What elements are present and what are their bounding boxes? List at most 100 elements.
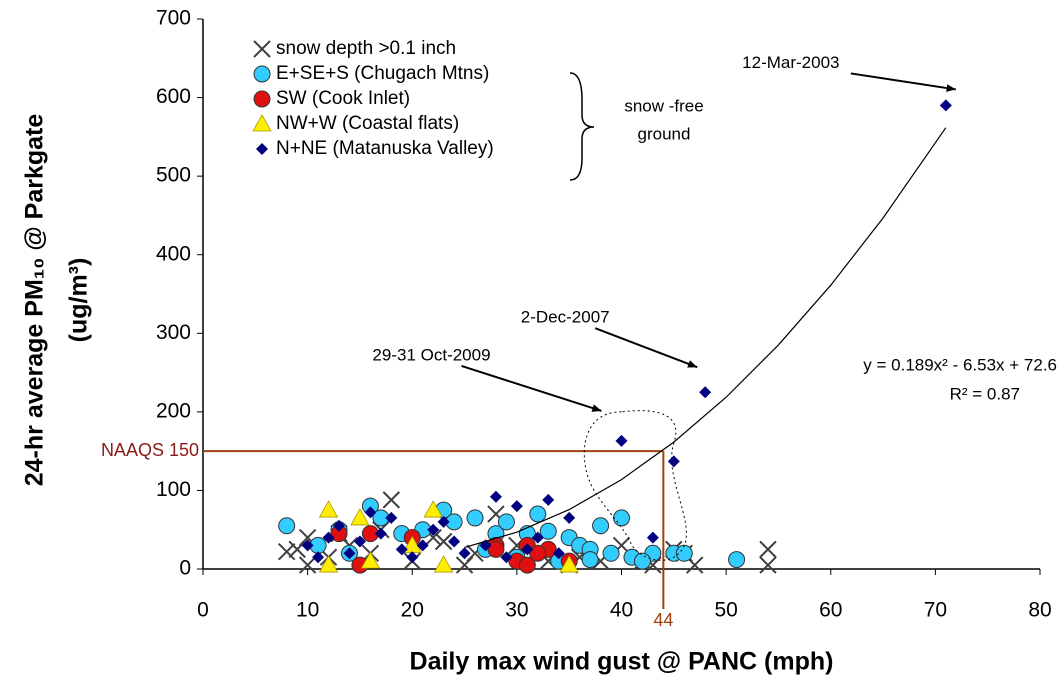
legend-label: snow depth >0.1 inch: [276, 38, 456, 59]
y-tick-label: 500: [156, 164, 191, 187]
circle-marker: [602, 544, 620, 562]
diamond-marker: [646, 531, 659, 544]
diamond-marker: [489, 490, 502, 503]
diamond-marker: [939, 99, 952, 112]
diamond-marker: [563, 511, 576, 524]
x-marker: [759, 556, 777, 574]
diamond-marker: [510, 500, 523, 513]
x-tick-label: 80: [1028, 599, 1051, 622]
circle-marker: [253, 90, 271, 108]
x-tick-label: 10: [296, 599, 319, 622]
y-tick-label: 0: [179, 557, 191, 580]
circle-marker: [529, 544, 547, 562]
circle-marker: [613, 509, 630, 527]
x-tick-label: 0: [197, 599, 209, 622]
legend-label: NW+W (Coastal flats): [276, 113, 459, 134]
y-tick-label: 100: [156, 478, 191, 501]
x-tick-label: 50: [714, 599, 737, 622]
trendline: [464, 127, 947, 548]
arrow: [850, 72, 956, 91]
arrow-head: [946, 84, 956, 92]
diamond-marker: [333, 519, 346, 532]
r-squared: R² = 0.87: [950, 384, 1020, 403]
diamond-marker: [406, 551, 419, 564]
equation: y = 0.189x² - 6.53x + 72.6: [863, 355, 1057, 374]
triangle-marker: [433, 555, 454, 573]
arrow-head: [687, 360, 698, 368]
y-tick-label: 400: [156, 242, 191, 265]
diamond-marker: [552, 547, 565, 560]
x-tick-label: 30: [505, 599, 528, 622]
diamond-marker: [374, 527, 387, 540]
diamond-marker: [531, 531, 544, 544]
diamond-marker: [615, 434, 628, 447]
y-axis-title: 24-hr average PM₁₀ @ Parkgate: [21, 114, 49, 487]
y-tick-label: 200: [156, 399, 191, 422]
annotation: 12-Mar-2003: [742, 53, 839, 72]
legend-label: E+SE+S (Chugach Mtns): [276, 63, 489, 84]
diamond-marker: [395, 543, 408, 556]
bracket-label: snow -free: [624, 96, 703, 115]
circle-marker: [497, 513, 515, 531]
triangle-marker: [559, 555, 579, 573]
x-tick-label: 70: [924, 599, 947, 622]
circle-marker: [633, 552, 651, 570]
diamond-marker: [448, 535, 461, 548]
annotation: 2-Dec-2007: [521, 308, 610, 327]
triangle-marker: [318, 555, 339, 573]
circle-marker: [466, 509, 484, 527]
circle-marker: [518, 556, 536, 574]
annotation: 29-31 Oct-2009: [372, 345, 490, 364]
diamond-marker: [343, 547, 356, 560]
legend-label: N+NE (Matanuska Valley): [276, 138, 494, 159]
y-axis-title: (ug/m³): [65, 258, 93, 343]
diamond-marker: [301, 539, 314, 552]
legend-label: SW (Cook Inlet): [276, 88, 410, 109]
diamond-marker: [437, 515, 450, 528]
y-tick-label: 700: [156, 7, 191, 30]
threshold-label: 44: [653, 610, 673, 630]
diamond-marker: [521, 543, 534, 556]
circle-marker: [675, 544, 693, 562]
diamond-marker: [500, 551, 513, 564]
circle-marker: [529, 505, 547, 523]
y-tick-label: 600: [156, 85, 191, 108]
triangle-marker: [318, 500, 339, 518]
circle-marker: [278, 517, 296, 535]
legend: snow depth >0.1 inch E+SE+S (Chugach Mtns…: [252, 38, 494, 159]
triangle-marker: [423, 500, 443, 518]
diamond-marker: [312, 551, 325, 564]
arrow: [461, 364, 602, 412]
diamond-marker: [256, 143, 268, 155]
triangle-marker: [360, 551, 381, 569]
naaqs-label: NAAQS 150: [101, 440, 199, 460]
arrow-head: [591, 404, 602, 412]
circle-marker: [253, 65, 271, 83]
diamond-marker: [364, 506, 377, 519]
diamond-marker: [427, 523, 440, 536]
triangle-marker: [350, 508, 370, 526]
x-tick-label: 40: [610, 599, 633, 622]
x-axis-title: Daily max wind gust @ PANC (mph): [410, 648, 834, 676]
x-marker: [253, 40, 271, 58]
diamond-marker: [385, 511, 398, 524]
diamond-marker: [416, 539, 429, 552]
circle-marker: [728, 551, 746, 569]
x-marker: [277, 543, 296, 561]
x-marker: [434, 532, 453, 551]
diamond-marker: [667, 455, 680, 468]
triangle-marker: [252, 114, 272, 132]
circle-marker: [581, 551, 599, 569]
circle-marker: [539, 522, 557, 540]
x-tick-label: 60: [819, 599, 842, 622]
arrow: [594, 327, 698, 369]
bracket-label: ground: [638, 124, 691, 143]
x-tick-label: 20: [401, 599, 424, 622]
x-marker: [759, 540, 777, 559]
diamond-marker: [322, 531, 335, 544]
circle-marker: [487, 540, 505, 558]
x-marker: [298, 556, 317, 574]
bracket: [569, 72, 595, 181]
diamond-marker: [542, 493, 555, 506]
